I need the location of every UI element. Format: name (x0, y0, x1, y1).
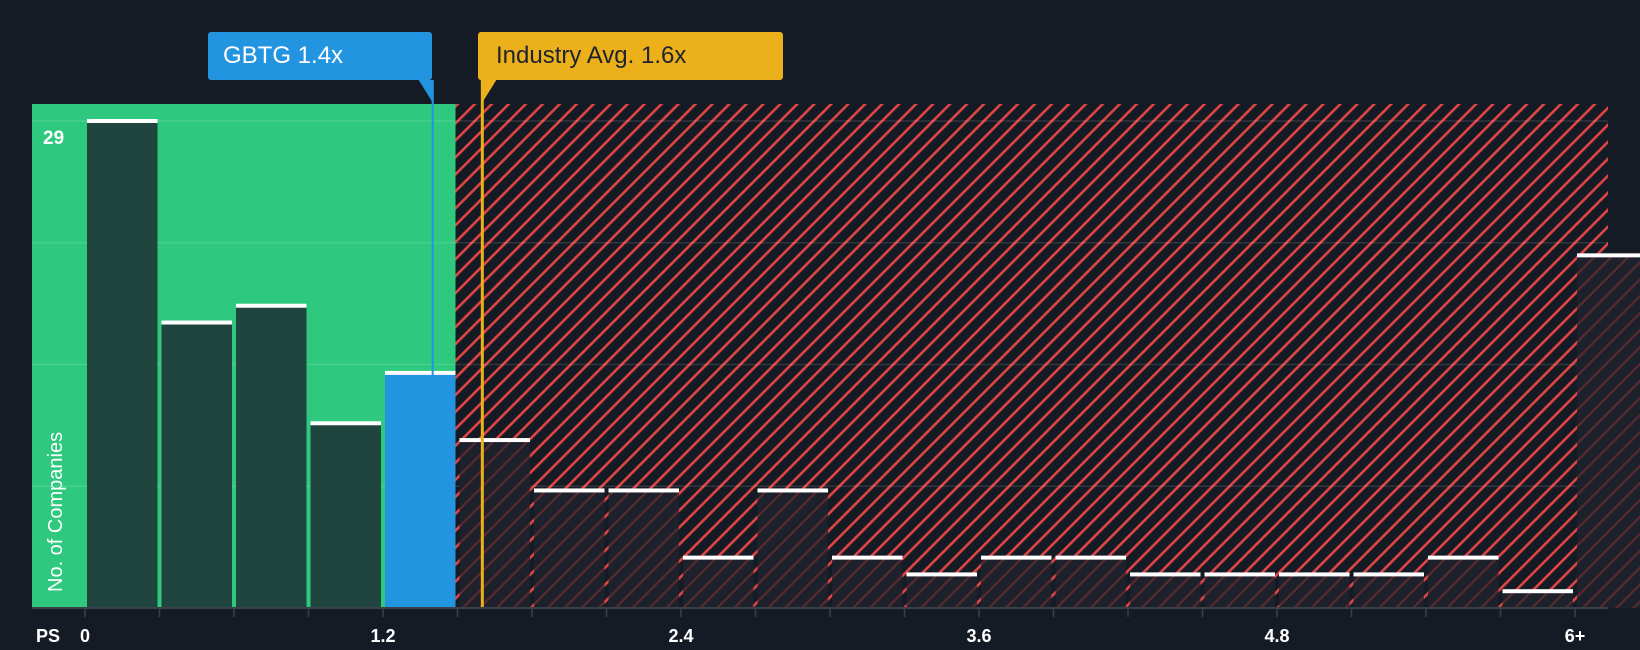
bar-cap (1428, 555, 1499, 560)
x-axis-title: PS (36, 626, 60, 646)
industry-avg-callout: Industry Avg. 1.6x (478, 32, 783, 80)
histogram-bar (385, 372, 456, 608)
histogram-bar (1502, 591, 1573, 608)
company-callout-pointer (418, 80, 434, 104)
histogram-bar (1279, 574, 1350, 608)
y-axis-title: No. of Companies (45, 432, 67, 592)
bar-cap (161, 320, 232, 325)
bar-cap (1502, 589, 1573, 594)
bar-cap (385, 370, 456, 375)
histogram-bar (683, 557, 754, 608)
histogram-bar (1428, 557, 1499, 608)
bar-cap (757, 488, 828, 493)
industry-callout-pointer (481, 80, 497, 104)
histogram-bar (1577, 255, 1640, 608)
histogram-bar (310, 423, 381, 608)
company-ps-label: GBTG 1.4x (223, 42, 344, 69)
bar-cap (683, 555, 754, 560)
histogram-bar (1353, 574, 1424, 608)
histogram-bar (608, 490, 679, 608)
histogram-bar (832, 557, 903, 608)
bar-cap (1204, 572, 1275, 577)
bar-cap (236, 303, 307, 308)
bar-cap (1055, 555, 1126, 560)
histogram-bar (906, 574, 977, 608)
bar-cap (310, 421, 381, 426)
bar-cap (981, 555, 1052, 560)
x-tick-label: 1.2 (370, 626, 395, 646)
y-max-label: 29 (43, 128, 64, 149)
company-ps-callout: GBTG 1.4x (208, 32, 432, 80)
histogram-bar (1055, 557, 1126, 608)
histogram-bar (236, 305, 307, 608)
histogram-bar (1204, 574, 1275, 608)
bar-cap (534, 488, 605, 493)
bar-cap (906, 572, 977, 577)
x-tick-label: 3.6 (966, 626, 991, 646)
histogram-bar (459, 440, 530, 608)
bar-cap (87, 119, 158, 123)
industry-avg-label: Industry Avg. 1.6x (496, 42, 687, 69)
histogram-bar (161, 322, 232, 608)
x-tick-label: 6+ (1565, 626, 1586, 646)
bar-cap (1577, 253, 1640, 258)
bar-cap (832, 555, 903, 560)
histogram-bar (87, 121, 158, 608)
bar-cap (1353, 572, 1424, 577)
bar-cap (608, 488, 679, 493)
x-tick-label: 4.8 (1264, 626, 1289, 646)
bar-cap (1130, 572, 1201, 577)
bar-cap (1279, 572, 1350, 577)
histogram-bar (1130, 574, 1201, 608)
histogram-bar (757, 490, 828, 608)
bar-cap (459, 438, 530, 443)
x-tick-label: 2.4 (668, 626, 693, 646)
histogram-bar (981, 557, 1052, 608)
histogram-bar (534, 490, 605, 608)
x-tick-label: 0 (80, 626, 90, 646)
